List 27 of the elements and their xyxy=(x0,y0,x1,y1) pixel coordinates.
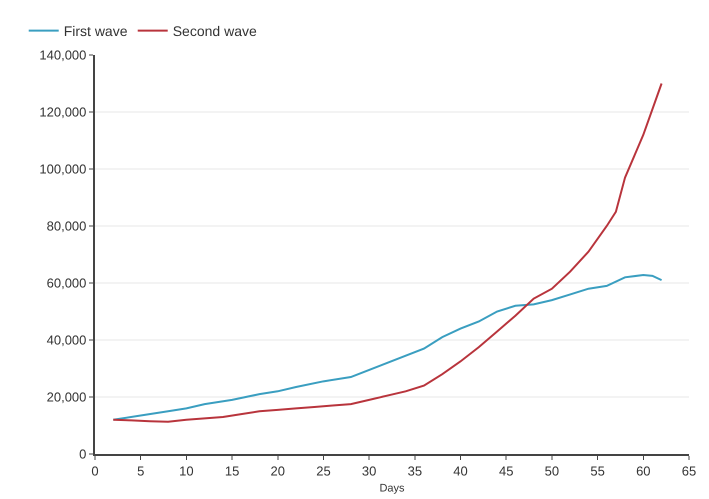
x-axis-title: Days xyxy=(379,482,406,494)
x-tick-label: 25 xyxy=(316,464,331,479)
y-tick-label: 20,000 xyxy=(46,390,86,405)
y-tick-label: 80,000 xyxy=(46,218,86,234)
legend-label: First wave xyxy=(64,23,128,40)
line-series xyxy=(112,274,663,421)
x-tick-label: 55 xyxy=(590,464,605,479)
y-tick-label: 100,000 xyxy=(39,162,86,177)
x-tick-label: 5 xyxy=(137,464,144,479)
y-tick-label: 40,000 xyxy=(46,332,86,348)
y-tick-label: 140,000 xyxy=(39,48,86,63)
x-tick-label: 30 xyxy=(362,464,376,479)
x-tick-label: 45 xyxy=(498,464,514,479)
x-tick-label: 40 xyxy=(453,464,468,479)
x-tick-label: 10 xyxy=(179,464,194,479)
x-tick-label: 65 xyxy=(682,464,696,479)
x-tick-label: 60 xyxy=(636,464,651,479)
y-tick-label: 120,000 xyxy=(39,104,86,120)
x-tick-label: 0 xyxy=(91,464,99,479)
legend-label: Second wave xyxy=(172,23,257,40)
x-tick-label: 20 xyxy=(270,464,286,479)
x-tick-label: 15 xyxy=(224,464,240,479)
x-tick-label: 50 xyxy=(544,464,560,479)
y-tick-label: 60,000 xyxy=(46,276,86,291)
y-tick-label: 0 xyxy=(79,446,86,462)
line-series xyxy=(112,82,663,423)
x-tick-label: 35 xyxy=(408,464,422,479)
